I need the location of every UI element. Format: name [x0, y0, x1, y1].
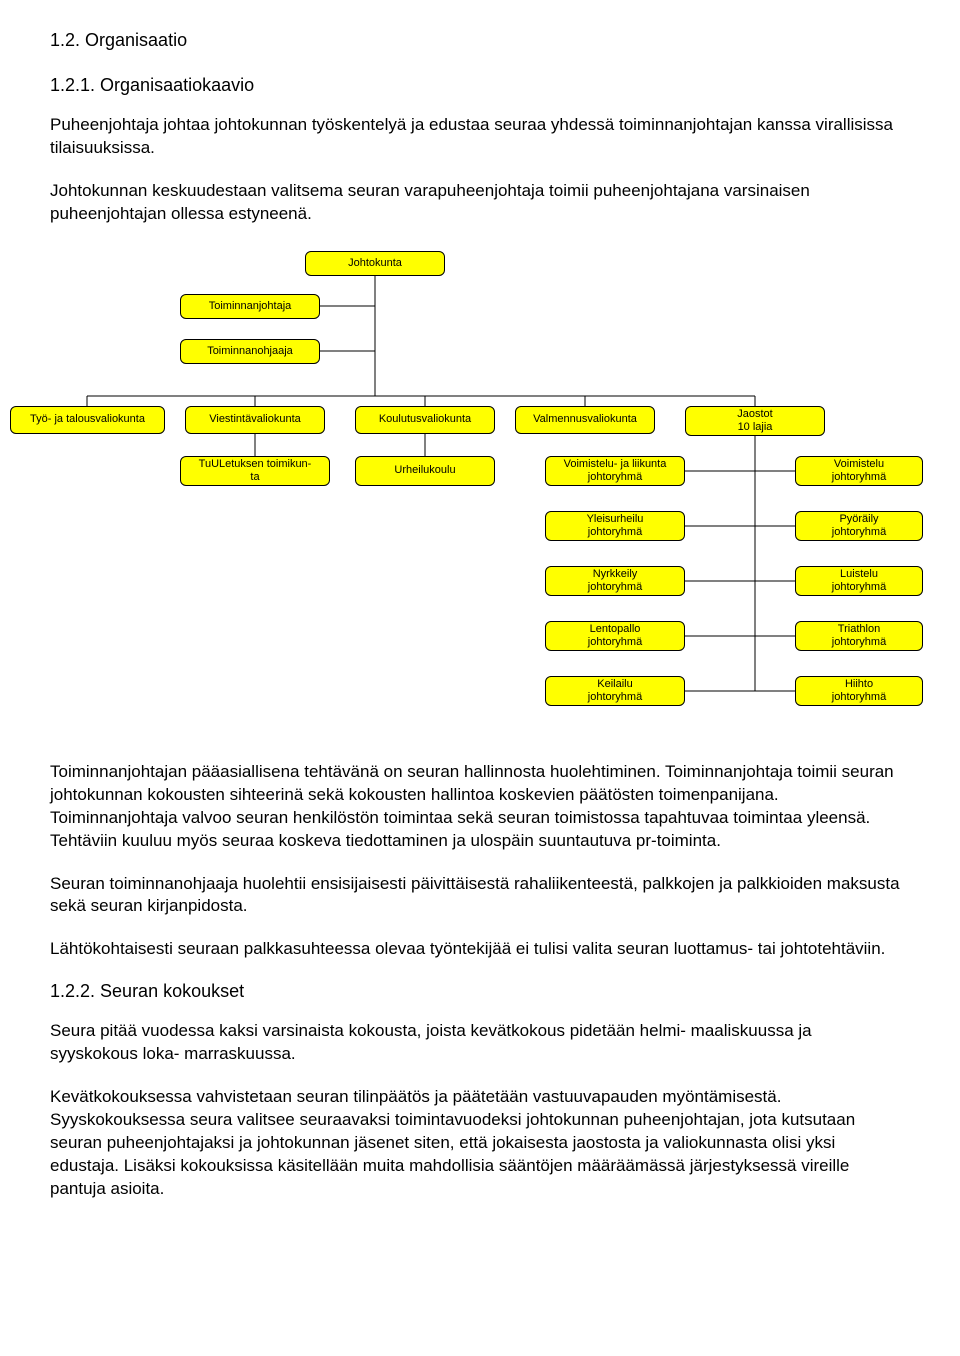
- node-label: Urheilukoulu: [394, 464, 455, 477]
- node-label-line2: johtoryhmä: [832, 636, 886, 649]
- node-nyrkkeily: Nyrkkeily johtoryhmä: [545, 566, 685, 596]
- node-johtokunta: Johtokunta: [305, 251, 445, 276]
- node-label-line2: 10 lajia: [738, 421, 773, 434]
- node-label-line1: Nyrkkeily: [593, 568, 638, 581]
- node-label: Toiminnanjohtaja: [209, 300, 292, 313]
- node-urheilukoulu: Urheilukoulu: [355, 456, 495, 486]
- node-lentopallo: Lentopallo johtoryhmä: [545, 621, 685, 651]
- intro-para-2: Johtokunnan keskuudestaan valitsema seur…: [50, 180, 900, 226]
- node-label-line2: ta: [250, 471, 259, 484]
- node-valmennus: Valmennusvaliokunta: [515, 406, 655, 434]
- para-2: Seuran toiminnanohjaaja huolehtii ensisi…: [50, 873, 900, 919]
- node-hiihto: Hiihto johtoryhmä: [795, 676, 923, 706]
- node-toiminnanohjaaja: Toiminnanohjaaja: [180, 339, 320, 364]
- node-label-line1: Pyöräily: [839, 513, 878, 526]
- org-chart-connectors: [5, 246, 935, 726]
- node-label: Koulutusvaliokunta: [379, 413, 471, 426]
- node-label-line1: Voimistelu- ja liikunta: [564, 458, 667, 471]
- node-label-line1: Lentopallo: [590, 623, 641, 636]
- node-label: Työ- ja talousvaliokunta: [30, 413, 145, 426]
- node-tyo-talous: Työ- ja talousvaliokunta: [10, 406, 165, 434]
- node-label-line1: TuULetuksen toimikun-: [199, 458, 312, 471]
- heading-1-2-1: 1.2.1. Organisaatiokaavio: [50, 75, 900, 96]
- node-label: Johtokunta: [348, 257, 402, 270]
- node-label-line2: johtoryhmä: [588, 471, 642, 484]
- node-label-line1: Hiihto: [845, 678, 873, 691]
- node-viestinta: Viestintävaliokunta: [185, 406, 325, 434]
- node-yleisurheilu: Yleisurheilu johtoryhmä: [545, 511, 685, 541]
- node-voimistelu-liikunta: Voimistelu- ja liikunta johtoryhmä: [545, 456, 685, 486]
- node-label: Toiminnanohjaaja: [207, 345, 293, 358]
- node-label-line1: Jaostot: [737, 408, 772, 421]
- node-jaostot: Jaostot 10 lajia: [685, 406, 825, 436]
- node-label-line2: johtoryhmä: [588, 636, 642, 649]
- node-triathlon: Triathlon johtoryhmä: [795, 621, 923, 651]
- node-label-line2: johtoryhmä: [588, 526, 642, 539]
- para-3: Lähtökohtaisesti seuraan palkkasuhteessa…: [50, 938, 900, 961]
- node-label-line2: johtoryhmä: [588, 691, 642, 704]
- node-label-line2: johtoryhmä: [832, 581, 886, 594]
- node-label-line1: Luistelu: [840, 568, 878, 581]
- node-label-line1: Triathlon: [838, 623, 880, 636]
- para-5: Kevätkokouksessa vahvistetaan seuran til…: [50, 1086, 900, 1201]
- node-toiminnanjohtaja: Toiminnanjohtaja: [180, 294, 320, 319]
- org-chart: Johtokunta Toiminnanjohtaja Toiminnanohj…: [5, 246, 935, 726]
- node-pyoraily: Pyöräily johtoryhmä: [795, 511, 923, 541]
- node-koulutus: Koulutusvaliokunta: [355, 406, 495, 434]
- node-luistelu: Luistelu johtoryhmä: [795, 566, 923, 596]
- node-label: Viestintävaliokunta: [209, 413, 301, 426]
- node-tuuletuksen: TuULetuksen toimikun- ta: [180, 456, 330, 486]
- node-label-line2: johtoryhmä: [832, 526, 886, 539]
- intro-para-1: Puheenjohtaja johtaa johtokunnan työsken…: [50, 114, 900, 160]
- node-label-line1: Voimistelu: [834, 458, 884, 471]
- heading-1-2-2: 1.2.2. Seuran kokoukset: [50, 981, 900, 1002]
- node-label-line2: johtoryhmä: [832, 471, 886, 484]
- node-label-line1: Yleisurheilu: [587, 513, 644, 526]
- node-keilailu: Keilailu johtoryhmä: [545, 676, 685, 706]
- para-1: Toiminnanjohtajan pääasiallisena tehtävä…: [50, 761, 900, 853]
- node-label-line2: johtoryhmä: [588, 581, 642, 594]
- heading-1-2: 1.2. Organisaatio: [50, 30, 900, 51]
- node-voimistelu: Voimistelu johtoryhmä: [795, 456, 923, 486]
- node-label: Valmennusvaliokunta: [533, 413, 637, 426]
- node-label-line1: Keilailu: [597, 678, 632, 691]
- para-4: Seura pitää vuodessa kaksi varsinaista k…: [50, 1020, 900, 1066]
- node-label-line2: johtoryhmä: [832, 691, 886, 704]
